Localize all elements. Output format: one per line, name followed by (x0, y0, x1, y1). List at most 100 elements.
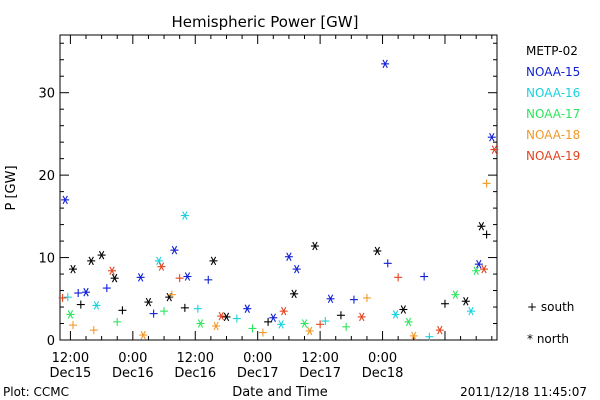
x-axis: 12:00Dec150:00Dec1612:00Dec160:00Dec1712… (50, 35, 493, 381)
data-point (479, 264, 488, 274)
data-point (139, 330, 148, 340)
data-point (243, 304, 252, 313)
data-point (383, 259, 392, 268)
data-point (258, 328, 267, 337)
x-tick-label-date: Dec18 (362, 366, 404, 381)
data-point (310, 241, 319, 251)
legend-entry: METP-02 (526, 44, 578, 58)
marker-key-north: * north (527, 332, 569, 346)
data-point (217, 311, 226, 321)
x-tick-label-date: Dec17 (237, 366, 279, 381)
legend-entry: NOAA-15 (526, 65, 580, 79)
x-tick-label-date: Dec16 (174, 366, 216, 381)
data-point (170, 245, 179, 255)
data-point (284, 252, 293, 262)
data-point (409, 331, 418, 341)
x-tick-label-time: 0:00 (368, 351, 397, 366)
data-point (477, 221, 486, 231)
x-tick-label-time: 12:00 (301, 351, 338, 366)
data-point (292, 264, 301, 274)
x-tick-label-date: Dec16 (112, 366, 154, 381)
data-point (290, 289, 299, 299)
y-axis-label: P [GW] (4, 165, 19, 210)
data-point (167, 290, 176, 299)
data-point (357, 312, 366, 322)
data-point (196, 319, 205, 328)
data-point (180, 211, 189, 220)
plot-frame (59, 34, 498, 341)
data-point (466, 306, 475, 316)
data-point (149, 309, 158, 318)
data-point (69, 321, 78, 330)
data-point (404, 317, 413, 327)
data-point (63, 293, 72, 302)
legend-entry: NOAA-17 (526, 107, 580, 121)
x-tick-label-date: Dec15 (50, 366, 92, 381)
data-point (336, 311, 345, 320)
legend-entry: NOAA-19 (526, 149, 580, 163)
data-point (108, 266, 117, 276)
data-point (326, 294, 335, 304)
data-point (490, 145, 499, 154)
data-point (69, 264, 78, 274)
data-point (440, 299, 449, 308)
x-tick-label-time: 0:00 (243, 351, 272, 366)
data-point (87, 256, 96, 266)
data-point (76, 300, 85, 309)
data-point (316, 320, 325, 329)
data-point (269, 313, 278, 323)
data-point (349, 295, 358, 304)
marker-key: + south * north (527, 300, 574, 346)
footer-timestamp: 2011/12/18 11:45:07 (460, 385, 587, 399)
data-point (482, 179, 491, 188)
data-point (157, 262, 166, 271)
data-point (373, 246, 382, 256)
data-point (391, 310, 400, 319)
data-point (435, 325, 444, 335)
data-point (232, 314, 241, 323)
data-point (482, 230, 491, 239)
data-point (82, 287, 91, 297)
data-point (209, 256, 218, 266)
x-tick-label-time: 0:00 (118, 351, 147, 366)
legend-entry: NOAA-18 (526, 128, 580, 142)
data-point (193, 304, 202, 313)
y-tick-label: 0 (47, 334, 55, 349)
data-point (204, 275, 213, 284)
data-point (175, 274, 184, 283)
x-axis-label: Date and Time (232, 385, 328, 400)
data-point (425, 332, 434, 341)
data-point (61, 195, 70, 205)
data-point (394, 273, 403, 282)
data-point (222, 312, 231, 322)
data-point (472, 266, 481, 276)
data-point (144, 297, 153, 307)
data-point (183, 272, 192, 281)
y-tick-label: 10 (38, 252, 55, 267)
data-point (113, 317, 122, 326)
data-point (154, 256, 163, 266)
data-point (58, 293, 67, 302)
data-point (451, 290, 460, 299)
data-point (97, 250, 106, 260)
x-tick-label-time: 12:00 (177, 351, 214, 366)
data-point (264, 317, 273, 326)
legend: METP-02 NOAA-15 NOAA-16 NOAA-17 NOAA-18 NOAA-… (526, 44, 580, 163)
data-point (487, 132, 496, 142)
marker-key-south: + south (527, 300, 574, 314)
data-point (399, 305, 408, 314)
data-point (110, 273, 119, 283)
data-point (92, 301, 101, 310)
data-point (180, 303, 189, 312)
footer-credit: Plot: CCMC (3, 385, 69, 399)
y-tick-label: 30 (38, 87, 55, 102)
data-point (420, 272, 429, 281)
data-point (212, 321, 221, 331)
data-point (66, 310, 75, 319)
data-point (321, 317, 330, 326)
data-point (474, 259, 483, 269)
x-tick-label-date: Dec17 (299, 366, 341, 381)
data-point (461, 296, 470, 306)
data-point (102, 284, 111, 293)
